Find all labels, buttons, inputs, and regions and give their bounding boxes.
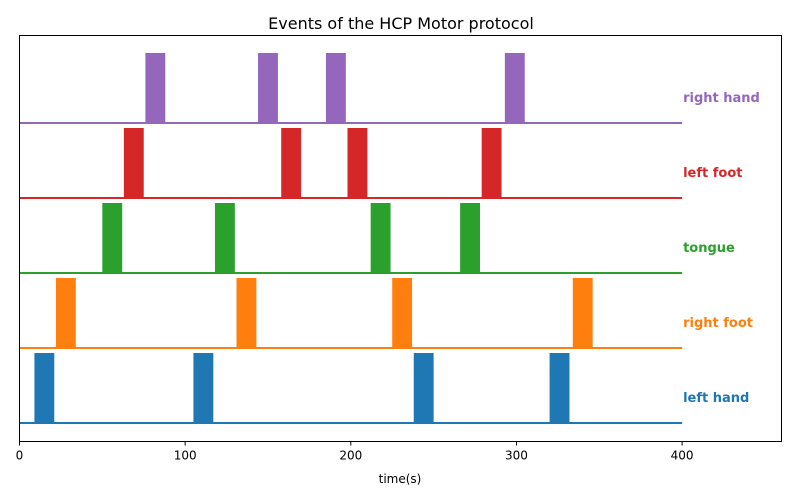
x-tick-label-400: 400 bbox=[671, 449, 694, 463]
event-block-left-foot-2 bbox=[281, 128, 302, 198]
event-block-tongue-3 bbox=[370, 203, 391, 273]
event-block-right-hand-3 bbox=[325, 53, 346, 123]
series-right-hand: right hand bbox=[19, 53, 760, 124]
series-label-tongue: tongue bbox=[683, 241, 735, 256]
series-label-left-foot: left foot bbox=[683, 166, 742, 181]
series-label-right-foot: right foot bbox=[683, 316, 753, 331]
event-block-left-hand-2 bbox=[193, 353, 214, 423]
series-right-foot: right foot bbox=[19, 278, 753, 349]
event-block-tongue-2 bbox=[214, 203, 235, 273]
event-block-right-foot-2 bbox=[236, 278, 257, 348]
event-block-left-foot-4 bbox=[481, 128, 502, 198]
x-axis: 0 100 200 300 400 bbox=[16, 441, 694, 463]
event-block-right-foot-4 bbox=[572, 278, 593, 348]
series-label-left-hand: left hand bbox=[683, 391, 749, 406]
event-block-left-hand-3 bbox=[413, 353, 434, 423]
event-block-left-foot-1 bbox=[123, 128, 144, 198]
chart-title: Events of the HCP Motor protocol bbox=[268, 14, 534, 33]
event-block-left-hand-1 bbox=[34, 353, 55, 423]
series-tongue: tongue bbox=[19, 203, 735, 274]
event-block-right-foot-3 bbox=[392, 278, 413, 348]
x-axis-label: time(s) bbox=[379, 472, 422, 486]
event-block-tongue-1 bbox=[102, 203, 123, 273]
series-left-hand: left hand bbox=[19, 353, 749, 424]
event-block-tongue-4 bbox=[460, 203, 481, 273]
series-left-foot: left foot bbox=[19, 128, 743, 199]
plot-frame bbox=[19, 35, 782, 442]
x-tick-label-100: 100 bbox=[174, 449, 197, 463]
event-block-right-foot-1 bbox=[55, 278, 76, 348]
plot-series: left hand right foot tongue left foot right … bbox=[19, 53, 760, 424]
event-block-left-foot-3 bbox=[347, 128, 368, 198]
event-block-right-hand-1 bbox=[145, 53, 166, 123]
x-tick-label-300: 300 bbox=[505, 449, 528, 463]
x-tick-label-0: 0 bbox=[16, 449, 24, 463]
event-block-left-hand-4 bbox=[549, 353, 570, 423]
series-label-right-hand: right hand bbox=[683, 91, 760, 106]
x-tick-label-200: 200 bbox=[339, 449, 362, 463]
event-block-right-hand-2 bbox=[258, 53, 278, 123]
event-block-right-hand-4 bbox=[504, 53, 525, 123]
